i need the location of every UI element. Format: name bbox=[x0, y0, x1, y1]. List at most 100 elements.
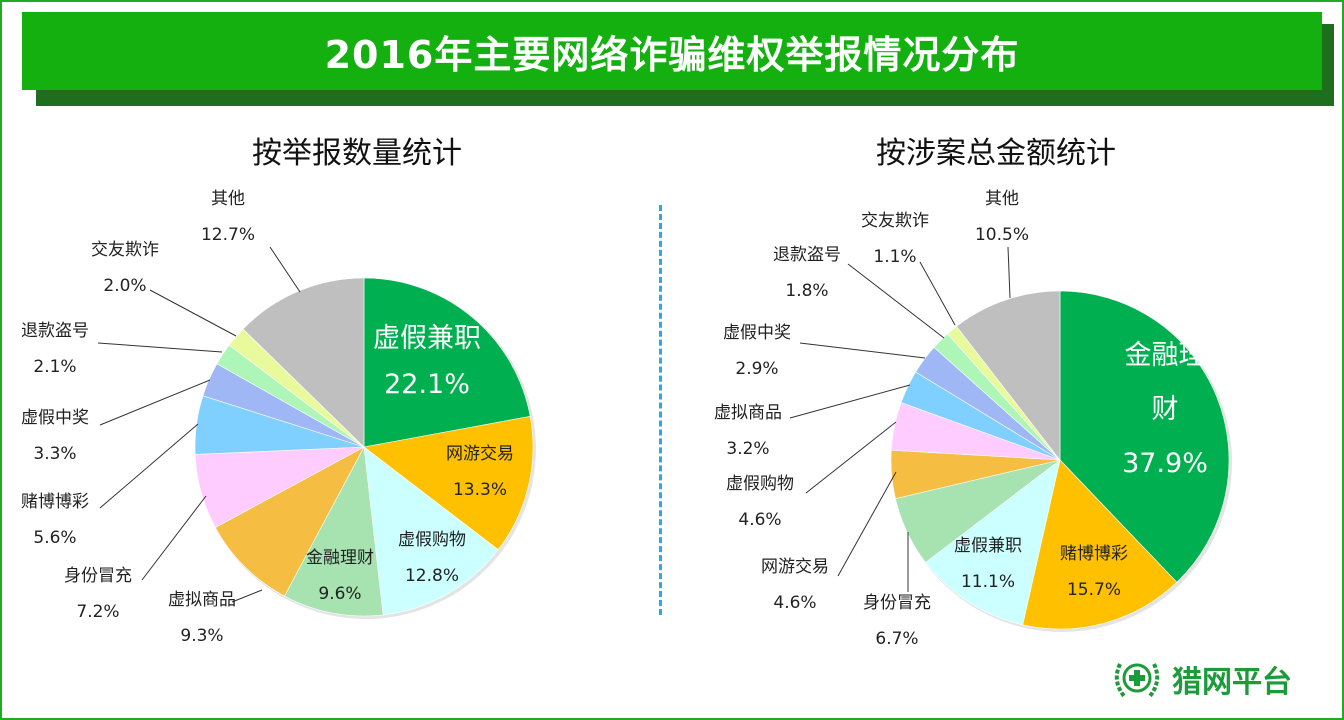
category-label: 虚假兼职 bbox=[954, 536, 1022, 556]
category-label: 赌博博彩 bbox=[21, 492, 89, 512]
leader-line bbox=[1007, 246, 1011, 299]
value-label: 37.9% bbox=[1122, 448, 1208, 479]
pie-slice bbox=[242, 277, 365, 448]
data-label: 身份冒充 7.2% bbox=[64, 558, 132, 630]
value-label: 12.8% bbox=[404, 566, 459, 586]
divider bbox=[659, 205, 662, 615]
value-label: 2.0% bbox=[103, 276, 147, 296]
leader-line bbox=[97, 342, 223, 353]
data-label: 其他 10.5% bbox=[975, 181, 1029, 253]
leader-line bbox=[141, 495, 207, 581]
value-label: 3.3% bbox=[33, 444, 77, 464]
pie-slice bbox=[363, 446, 499, 616]
data-label: 虚假兼职 22.1% bbox=[373, 316, 481, 408]
value-label: 9.6% bbox=[318, 584, 362, 604]
leader-line bbox=[847, 263, 945, 339]
pie-slice bbox=[925, 459, 1061, 626]
data-label: 虚假中奖 2.9% bbox=[723, 315, 791, 387]
category-label: 虚假兼职 bbox=[373, 323, 481, 354]
leader-line bbox=[805, 421, 897, 494]
value-label: 9.3% bbox=[180, 626, 224, 646]
logo: 猎网平台 bbox=[1112, 656, 1292, 702]
logo-text: 猎网平台 bbox=[1172, 665, 1292, 700]
value-label: 7.2% bbox=[76, 602, 120, 622]
category-label: 虚假中奖 bbox=[21, 408, 89, 428]
data-label: 退款盗号 1.8% bbox=[773, 237, 841, 309]
category-label: 虚假中奖 bbox=[723, 323, 791, 343]
value-label: 12.7% bbox=[200, 225, 256, 245]
left-chart-title: 按举报数量统计 bbox=[252, 136, 462, 171]
value-label: 5.6% bbox=[33, 528, 77, 548]
data-label: 虚假中奖 3.3% bbox=[21, 400, 89, 472]
category-label: 虚拟商品 bbox=[168, 590, 236, 610]
data-label: 虚假兼职 11.1% bbox=[954, 528, 1022, 600]
value-label: 10.5% bbox=[974, 225, 1030, 245]
value-label: 6.7% bbox=[875, 629, 919, 649]
data-label: 虚拟商品 9.3% bbox=[168, 582, 236, 654]
category-label: 其他 bbox=[984, 189, 1019, 209]
data-label: 金融理财 37.9% bbox=[1117, 329, 1213, 491]
category-label: 金融理财 bbox=[1124, 340, 1206, 425]
category-label: 退款盗号 bbox=[21, 321, 89, 341]
leader-line bbox=[99, 379, 211, 426]
category-label: 交友欺诈 bbox=[91, 240, 159, 260]
value-label: 4.6% bbox=[738, 510, 782, 530]
data-label: 金融理财 9.6% bbox=[306, 540, 374, 612]
value-label: 2.1% bbox=[33, 357, 77, 377]
data-label: 交友欺诈 2.0% bbox=[91, 232, 159, 304]
value-label: 2.9% bbox=[735, 359, 779, 379]
value-label: 4.6% bbox=[773, 593, 817, 613]
data-label: 退款盗号 2.1% bbox=[21, 313, 89, 385]
category-label: 赌博博彩 bbox=[1060, 544, 1128, 564]
category-label: 身份冒充 bbox=[64, 566, 132, 586]
category-label: 网游交易 bbox=[446, 444, 514, 464]
data-label: 网游交易 4.6% bbox=[761, 549, 829, 621]
data-label: 身份冒充 6.7% bbox=[863, 585, 931, 657]
category-label: 交友欺诈 bbox=[861, 211, 929, 231]
category-label: 虚假购物 bbox=[398, 530, 466, 550]
data-label: 虚假购物 12.8% bbox=[398, 522, 466, 594]
leader-line bbox=[269, 246, 301, 293]
data-label: 赌博博彩 5.6% bbox=[21, 484, 89, 556]
value-label: 1.1% bbox=[873, 247, 917, 267]
page-title: 2016年主要网络诈骗维权举报情况分布 bbox=[324, 32, 1020, 77]
data-label: 虚假购物 4.6% bbox=[726, 466, 794, 538]
data-label: 其他 12.7% bbox=[201, 181, 255, 253]
leader-line bbox=[99, 423, 199, 509]
value-label: 13.3% bbox=[452, 480, 507, 500]
leader-line bbox=[837, 471, 897, 577]
leader-line bbox=[231, 589, 263, 603]
leader-line bbox=[149, 289, 237, 337]
pie-slice bbox=[1059, 290, 1230, 583]
right-chart-title: 按涉案总金额统计 bbox=[876, 136, 1116, 171]
pie-slice bbox=[956, 290, 1061, 461]
category-label: 其他 bbox=[210, 189, 245, 209]
category-label: 金融理财 bbox=[306, 548, 374, 568]
leader-line bbox=[919, 261, 956, 326]
logo-emblem-icon bbox=[1114, 663, 1160, 698]
data-label: 交友欺诈 1.1% bbox=[861, 203, 929, 275]
value-label: 3.2% bbox=[726, 439, 770, 459]
data-label: 网游交易 13.3% bbox=[446, 436, 514, 508]
pie-slice bbox=[214, 446, 365, 597]
data-label: 虚拟商品 3.2% bbox=[714, 395, 782, 467]
category-label: 退款盗号 bbox=[773, 245, 841, 265]
value-label: 15.7% bbox=[1066, 580, 1121, 600]
pie-slice bbox=[284, 446, 384, 617]
category-label: 网游交易 bbox=[761, 557, 829, 577]
value-label: 22.1% bbox=[384, 369, 470, 400]
pie-slice bbox=[363, 277, 531, 448]
value-label: 1.8% bbox=[785, 281, 829, 301]
leader-line bbox=[799, 342, 926, 359]
value-label: 11.1% bbox=[960, 572, 1015, 592]
category-label: 身份冒充 bbox=[863, 593, 931, 613]
category-label: 虚假购物 bbox=[726, 474, 794, 494]
category-label: 虚拟商品 bbox=[714, 403, 782, 423]
pie-slice bbox=[1022, 459, 1178, 630]
leader-line bbox=[789, 384, 911, 419]
data-label: 赌博博彩 15.7% bbox=[1060, 536, 1128, 608]
pie-slice bbox=[363, 416, 534, 551]
title-bar: 2016年主要网络诈骗维权举报情况分布 bbox=[22, 12, 1322, 90]
